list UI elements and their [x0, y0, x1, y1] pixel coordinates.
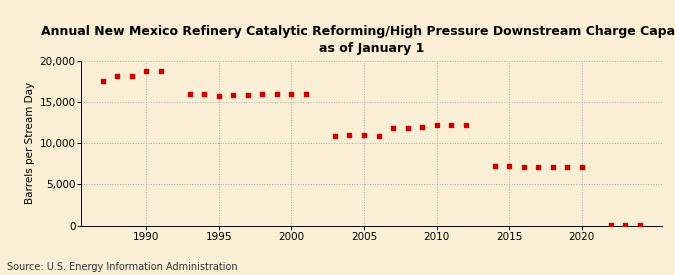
Point: [257, 92, 268, 97]
Point: [286, 92, 297, 97]
Point: [155, 69, 166, 73]
Point: [271, 92, 282, 97]
Text: Source: U.S. Energy Information Administration: Source: U.S. Energy Information Administ…: [7, 262, 238, 272]
Point: [329, 133, 340, 138]
Point: [97, 79, 108, 83]
Point: [460, 123, 471, 127]
Point: [242, 93, 253, 97]
Point: [533, 165, 543, 169]
Point: [112, 74, 123, 78]
Point: [387, 126, 398, 130]
Point: [620, 222, 630, 227]
Point: [518, 165, 529, 169]
Point: [300, 92, 311, 97]
Point: [431, 123, 442, 127]
Title: Annual New Mexico Refinery Catalytic Reforming/High Pressure Downstream Charge C: Annual New Mexico Refinery Catalytic Ref…: [41, 25, 675, 55]
Point: [562, 165, 572, 169]
Point: [228, 93, 239, 97]
Point: [402, 126, 413, 130]
Point: [416, 125, 427, 130]
Point: [184, 92, 195, 97]
Point: [634, 222, 645, 227]
Point: [547, 165, 558, 169]
Point: [489, 164, 500, 168]
Point: [126, 74, 137, 78]
Y-axis label: Barrels per Stream Day: Barrels per Stream Day: [25, 82, 35, 204]
Point: [373, 133, 384, 138]
Point: [141, 69, 152, 73]
Point: [446, 123, 456, 127]
Point: [504, 164, 514, 168]
Point: [213, 94, 224, 98]
Point: [605, 222, 616, 227]
Point: [358, 133, 369, 137]
Point: [344, 133, 355, 137]
Point: [199, 92, 210, 97]
Point: [576, 165, 587, 169]
